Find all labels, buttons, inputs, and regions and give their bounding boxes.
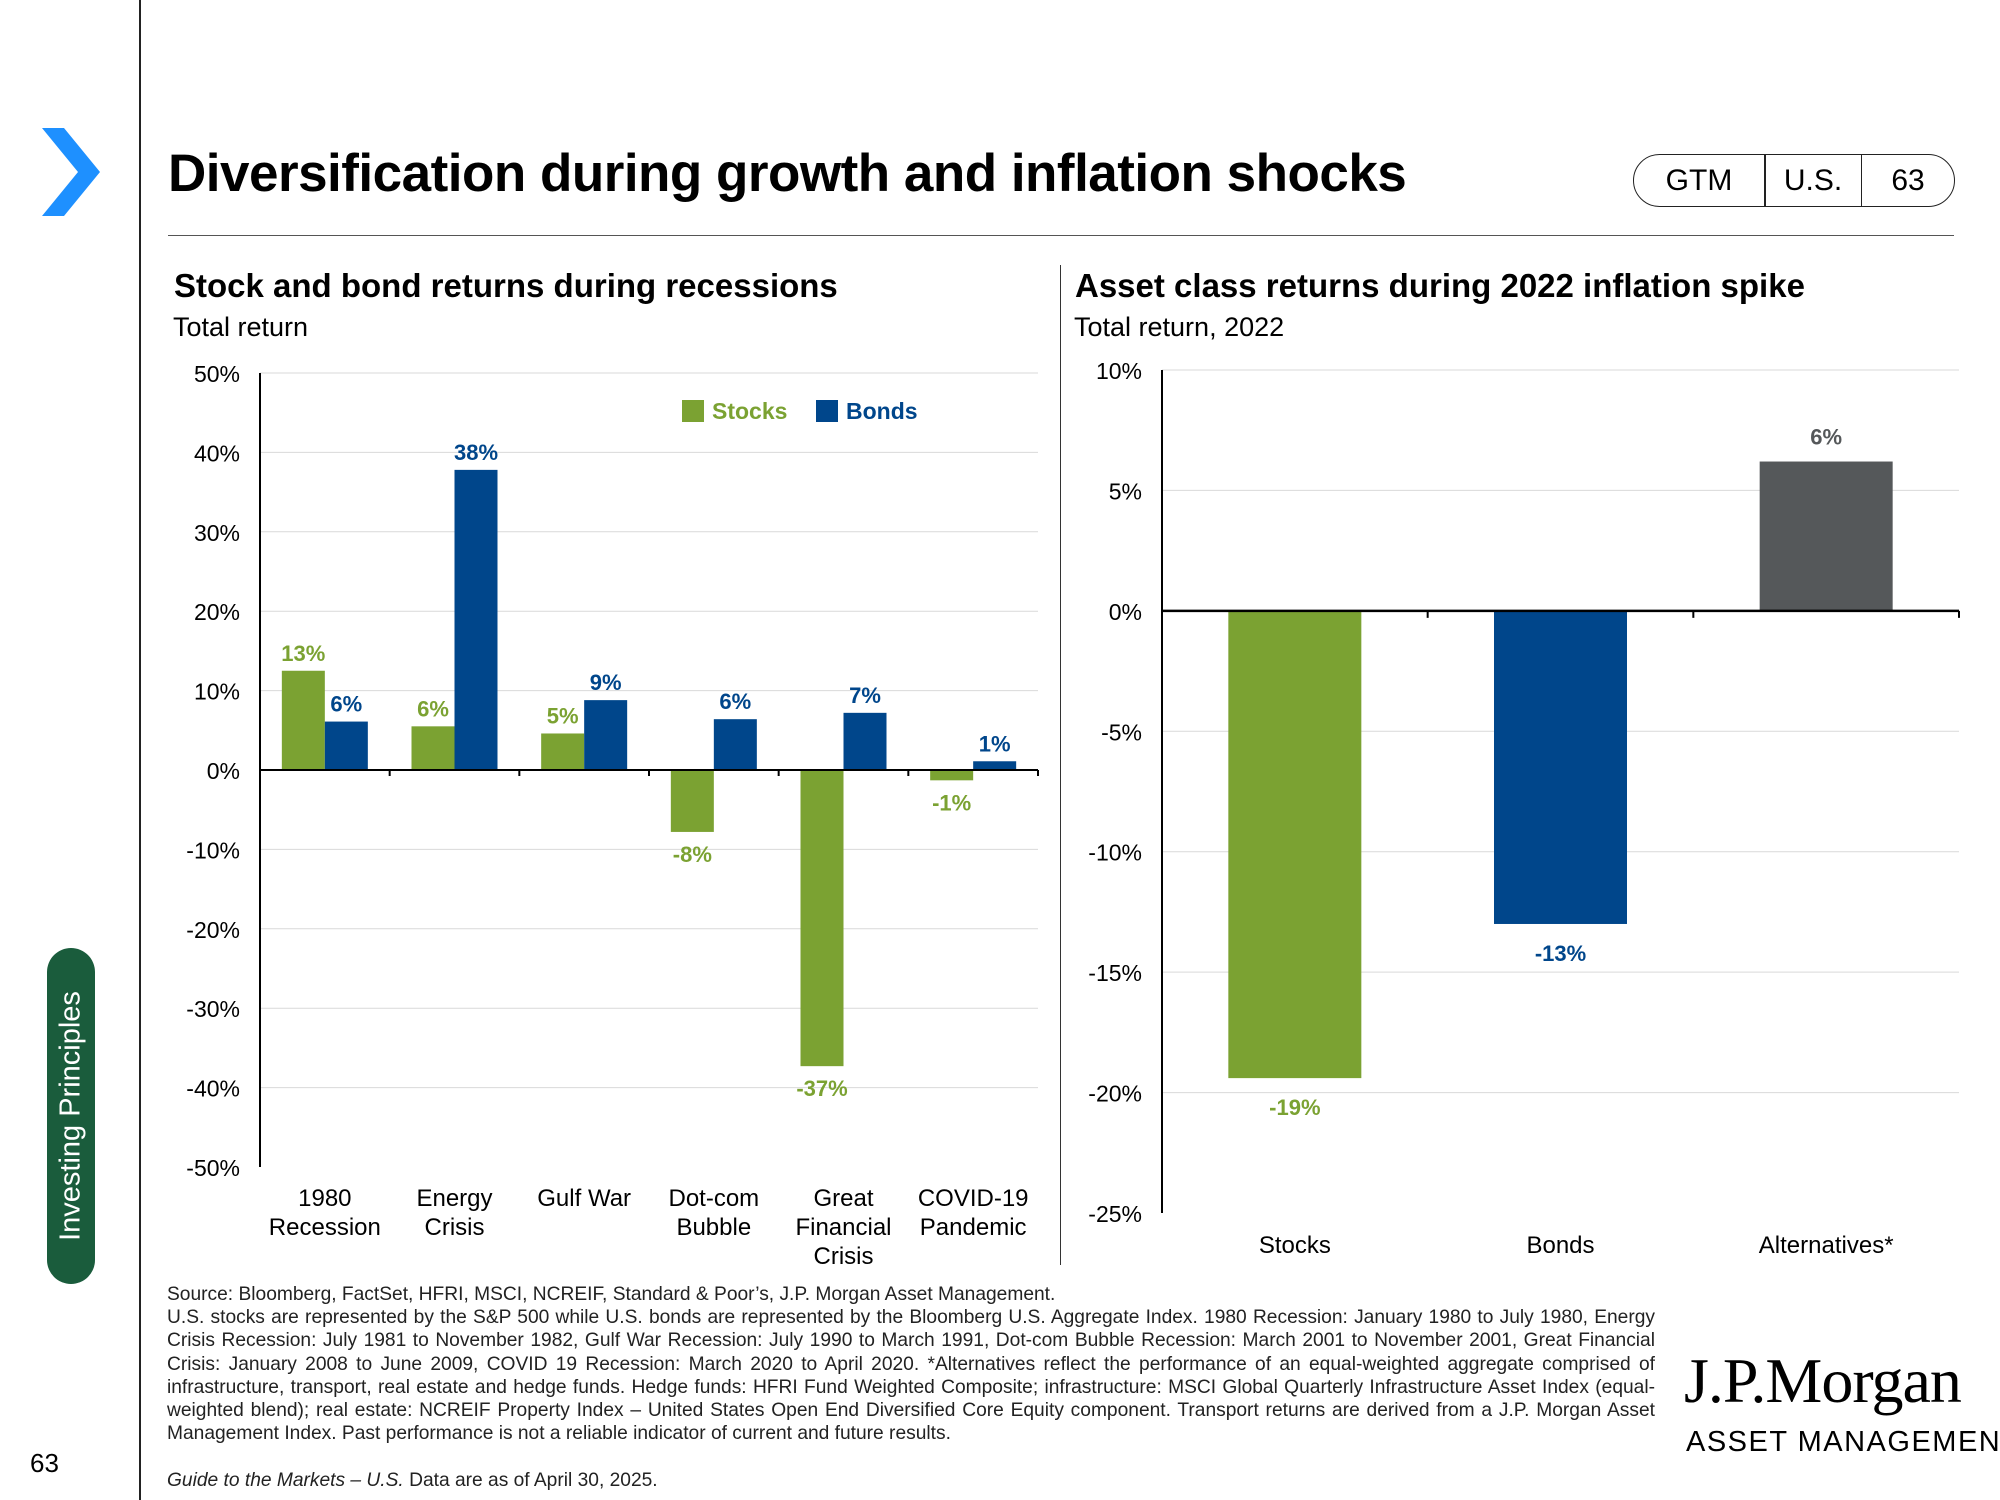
bar-bonds xyxy=(584,700,628,770)
x-tick-label: Gulf War xyxy=(537,1185,631,1212)
y-tick-label: 30% xyxy=(194,520,240,546)
bar-bonds xyxy=(843,712,887,770)
bar-stocks xyxy=(541,733,585,770)
badge-region: U.S. xyxy=(1783,163,1843,197)
inflation-returns-chart: 10% 5% 0% -5% -10% -15% -20% -25% -19% Stocks -13%… xyxy=(1088,358,1960,1259)
y-tick-label: -40% xyxy=(186,1076,240,1102)
y-tick-label: 20% xyxy=(194,599,240,625)
data-label: -19% xyxy=(1269,1095,1320,1120)
legend-label-stocks: Stocks xyxy=(712,398,787,424)
footnote-source: Source: Bloomberg, FactSet, HFRI, MSCI, … xyxy=(167,1284,1056,1305)
bar-bonds xyxy=(713,719,757,770)
guide-badge: GTM U.S. 63 xyxy=(1633,154,1955,207)
bar-bonds xyxy=(973,761,1017,770)
data-label: -13% xyxy=(1535,941,1586,966)
x-tick-label: Energy Crisis xyxy=(416,1185,492,1241)
bar-bonds xyxy=(1494,610,1627,924)
bar-stocks xyxy=(800,770,844,1067)
logo-tagline: ASSET MANAGEMENT xyxy=(1686,1426,2000,1458)
left-chart-subtitle: Total return xyxy=(173,312,309,342)
y-tick-label: -50% xyxy=(186,1155,240,1181)
legend-label-bonds: Bonds xyxy=(846,398,918,424)
y-tick-label: -30% xyxy=(186,996,240,1022)
bar-bonds xyxy=(454,469,498,770)
jpmorgan-logo: J.P.Morgan xyxy=(1684,1345,1962,1416)
left-chart-title: Stock and bond returns during recessions xyxy=(174,267,838,304)
panel-divider xyxy=(1060,265,1061,1265)
right-chart-title: Asset class returns during 2022 inflatio… xyxy=(1075,267,1805,304)
y-tick-label: 0% xyxy=(1109,599,1142,625)
data-label: 13% xyxy=(281,641,325,666)
footnote-guide-name: Guide to the Markets – U.S. xyxy=(167,1470,404,1491)
y-tick-label: -20% xyxy=(1088,1081,1142,1107)
chevron-right-icon xyxy=(42,128,100,216)
data-label: 38% xyxy=(454,440,498,465)
x-tick-label: Stocks xyxy=(1259,1232,1331,1259)
sidebar-divider xyxy=(139,0,141,1500)
y-tick-label: -20% xyxy=(186,917,240,943)
bar-bonds xyxy=(324,721,368,770)
bar-stocks xyxy=(930,770,974,781)
title-divider xyxy=(168,235,1954,236)
badge-separator xyxy=(1860,155,1862,206)
data-label: 7% xyxy=(849,683,881,708)
legend-swatch-stocks xyxy=(682,400,704,422)
y-tick-label: -10% xyxy=(1088,840,1142,866)
y-tick-label: -25% xyxy=(1088,1201,1142,1227)
legend-swatch-bonds xyxy=(816,400,838,422)
data-label: 5% xyxy=(547,703,579,728)
right-chart-subtitle: Total return, 2022 xyxy=(1074,312,1285,342)
y-tick-label: -5% xyxy=(1101,719,1142,745)
bar-stocks xyxy=(670,770,714,832)
bar-alternatives xyxy=(1759,461,1893,611)
y-tick-label: 50% xyxy=(194,361,240,387)
data-label: 6% xyxy=(330,692,362,717)
badge-guide: GTM xyxy=(1665,163,1733,197)
x-tick-label: Bonds xyxy=(1526,1232,1594,1259)
x-tick-label: Great Financial Crisis xyxy=(795,1185,891,1270)
y-tick-label: 0% xyxy=(207,758,240,784)
y-tick-label: 10% xyxy=(1096,358,1142,384)
page-title: Diversification during growth and inflat… xyxy=(168,144,1407,203)
section-tab-label: Investing Principles xyxy=(54,991,87,1241)
data-label: -1% xyxy=(932,790,971,815)
footnote-as-of: Guide to the Markets – U.S. Data are as … xyxy=(167,1469,1655,1492)
data-label: 6% xyxy=(1810,425,1842,450)
bar-stocks xyxy=(1228,610,1362,1079)
badge-page: 63 xyxy=(1891,163,1925,197)
y-tick-label: -10% xyxy=(186,837,240,863)
data-label: 9% xyxy=(590,670,622,695)
data-label: 6% xyxy=(719,689,751,714)
badge-separator xyxy=(1764,155,1766,206)
data-label: -8% xyxy=(673,842,712,867)
x-tick-label: COVID-19 Pandemic xyxy=(918,1185,1029,1241)
x-tick-label: Dot-com Bubble xyxy=(668,1185,759,1241)
y-tick-label: 10% xyxy=(194,679,240,705)
section-tab[interactable] xyxy=(47,948,95,1284)
y-tick-label: -15% xyxy=(1088,960,1142,986)
slide-number: 63 xyxy=(30,1448,59,1478)
bar-stocks xyxy=(411,726,455,770)
data-label: 1% xyxy=(979,731,1011,756)
y-tick-label: 40% xyxy=(194,440,240,466)
x-tick-label: 1980 Recession xyxy=(269,1185,381,1241)
footnote-date: Data are as of April 30, 2025. xyxy=(403,1470,658,1491)
data-label: 6% xyxy=(417,696,449,721)
bar-stocks xyxy=(281,670,325,770)
y-tick-label: 5% xyxy=(1109,478,1142,504)
x-tick-label: Alternatives* xyxy=(1759,1232,1894,1259)
data-label: -37% xyxy=(796,1076,847,1101)
recession-returns-chart: 50% 40% 30% 20% 10% 0% -10% -20% -30% -40% -50% 13%… xyxy=(186,361,1039,1270)
footnote-body: U.S. stocks are represented by the S&P 5… xyxy=(167,1307,1655,1445)
